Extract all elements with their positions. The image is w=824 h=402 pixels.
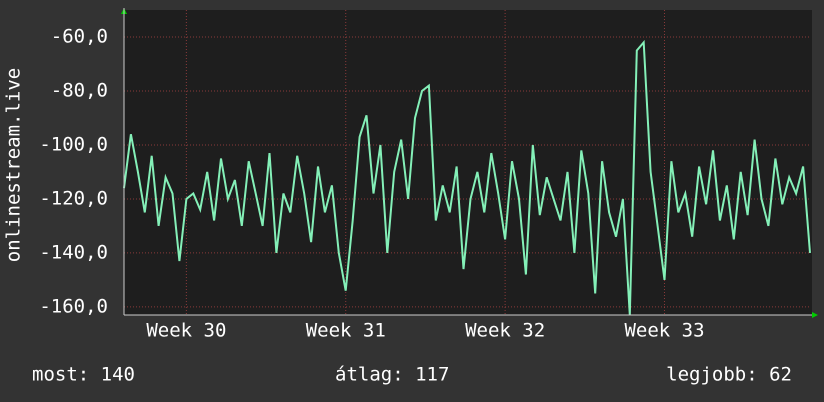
plot-area bbox=[124, 10, 812, 315]
footer-average: átlag: 117 bbox=[335, 364, 449, 386]
footer-best: legjobb: 62 bbox=[666, 364, 792, 386]
y-tick-label: -100,0 bbox=[39, 133, 108, 155]
y-tick-label: -140,0 bbox=[39, 241, 108, 263]
y-tick-label: -120,0 bbox=[39, 187, 108, 209]
y-axis-label: onlinestream.live bbox=[3, 68, 25, 262]
footer-current: most: 140 bbox=[32, 364, 135, 386]
data-line bbox=[123, 39, 811, 316]
y-tick-label: -160,0 bbox=[39, 295, 108, 317]
x-tick-label: Week 31 bbox=[306, 320, 386, 342]
x-tick-label: Week 33 bbox=[624, 320, 704, 342]
x-tick-label: Week 30 bbox=[146, 320, 226, 342]
y-tick-label: -80,0 bbox=[51, 79, 108, 101]
y-tick-label: -60,0 bbox=[51, 25, 108, 47]
axis-arrow bbox=[812, 312, 818, 318]
x-tick-label: Week 32 bbox=[465, 320, 545, 342]
